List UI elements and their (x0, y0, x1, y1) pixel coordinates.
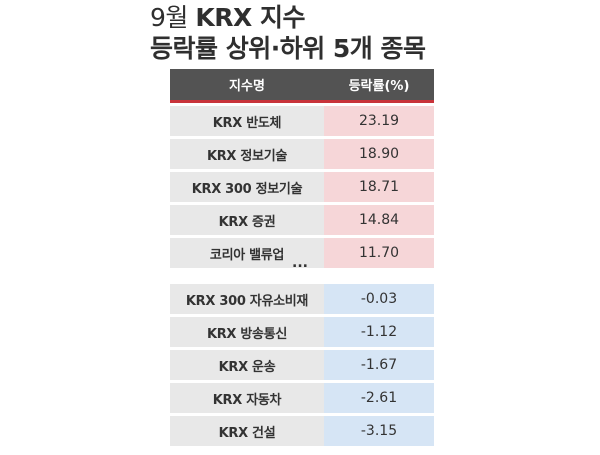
title-month: 9월 (150, 3, 188, 32)
table-row: KRX 정보기술 18.90 (170, 139, 434, 169)
change-rate: -2.61 (324, 383, 434, 413)
index-name: KRX 방송통신 (170, 317, 324, 347)
table-header: 지수명 등락률(%) (170, 69, 434, 103)
index-name: KRX 증권 (170, 205, 324, 235)
change-rate: 14.84 (324, 205, 434, 235)
change-rate: 18.90 (324, 139, 434, 169)
table-row: 코리아 밸류업 11.70 (170, 238, 434, 268)
table-row: KRX 건설 -3.15 (170, 416, 434, 446)
index-name: KRX 운송 (170, 350, 324, 380)
change-rate: 11.70 (324, 238, 434, 268)
change-rate: 23.19 (324, 106, 434, 136)
index-name: KRX 자동차 (170, 383, 324, 413)
change-rate: -1.12 (324, 317, 434, 347)
header-index-name: 지수명 (229, 79, 265, 94)
table-row: KRX 운송 -1.67 (170, 350, 434, 380)
index-name: KRX 300 정보기술 (170, 172, 324, 202)
change-rate: -1.67 (324, 350, 434, 380)
index-name: KRX 반도체 (170, 106, 324, 136)
title-subtitle: 등락률 상위·하위 5개 종목 (150, 34, 426, 63)
change-rate: 18.71 (324, 172, 434, 202)
table-row: KRX 방송통신 -1.12 (170, 317, 434, 347)
header-change-rate: 등락률(%) (348, 79, 410, 94)
table-row: KRX 자동차 -2.61 (170, 383, 434, 413)
top-five-table: 지수명 등락률(%) KRX 반도체 23.19 KRX 정보기술 18.90 … (170, 69, 434, 268)
ellipsis-separator: ... (292, 255, 308, 271)
table-row: KRX 300 자유소비재 -0.03 (170, 284, 434, 314)
table-row: KRX 증권 14.84 (170, 205, 434, 235)
index-name: KRX 300 자유소비재 (170, 284, 324, 314)
bottom-five-table: KRX 300 자유소비재 -0.03 KRX 방송통신 -1.12 KRX 운… (170, 284, 434, 446)
index-name: KRX 정보기술 (170, 139, 324, 169)
table-row: KRX 반도체 23.19 (170, 106, 434, 136)
table-row: KRX 300 정보기술 18.71 (170, 172, 434, 202)
index-name: 코리아 밸류업 (170, 238, 324, 268)
title-brand: KRX 지수 (195, 3, 305, 32)
index-name: KRX 건설 (170, 416, 324, 446)
change-rate: -3.15 (324, 416, 434, 446)
page-title: 9월 KRX 지수 등락률 상위·하위 5개 종목 (150, 2, 460, 64)
title-line-1: 9월 KRX 지수 (150, 2, 460, 33)
change-rate: -0.03 (324, 284, 434, 314)
